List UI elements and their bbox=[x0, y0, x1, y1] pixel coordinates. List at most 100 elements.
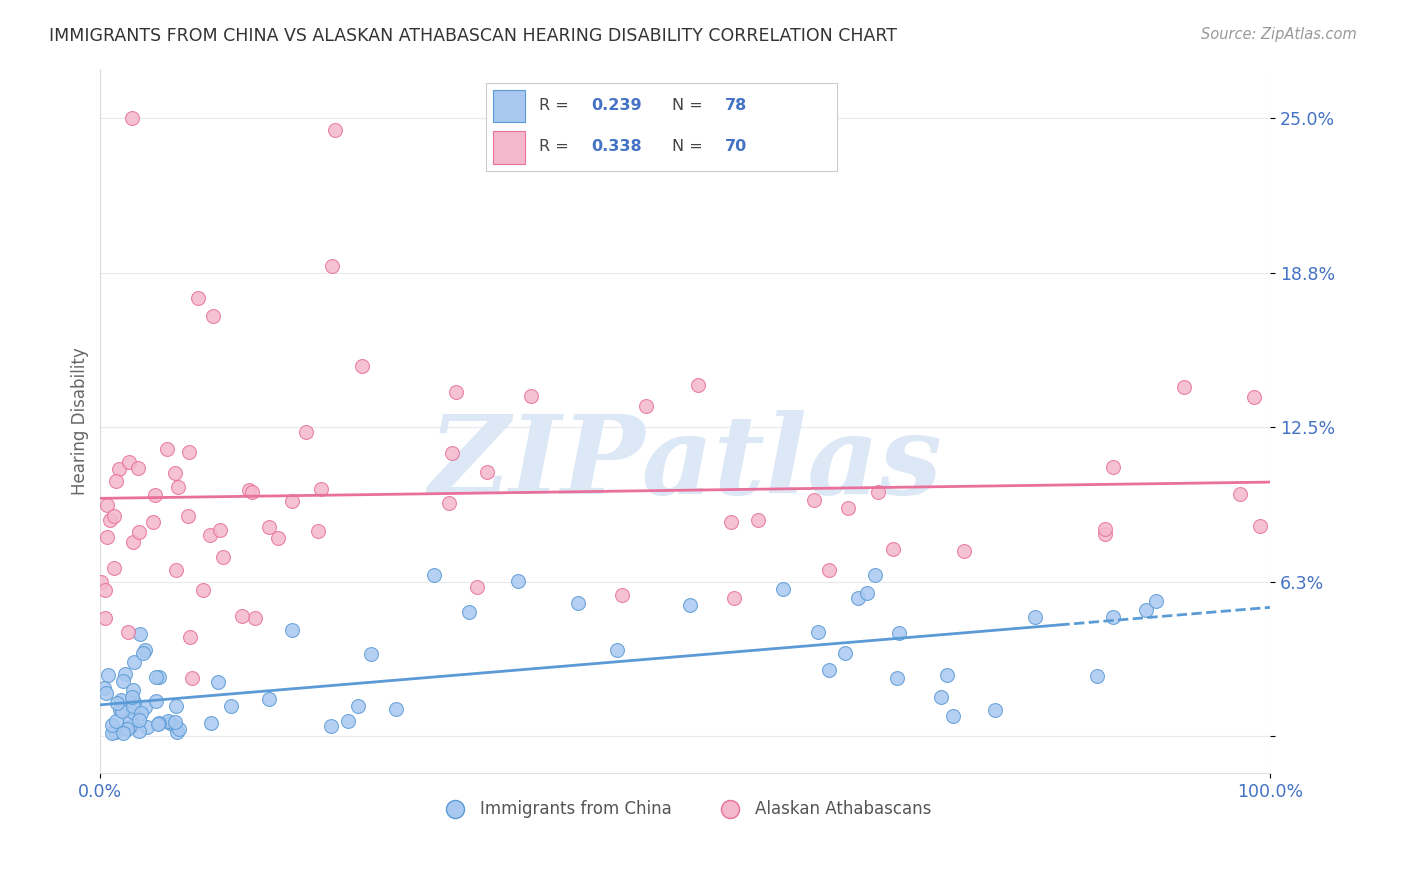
Point bbox=[103, 561, 125, 575]
Point bbox=[111, 704, 134, 718]
Point bbox=[200, 716, 222, 731]
Point bbox=[257, 519, 280, 533]
Text: IMMIGRANTS FROM CHINA VS ALASKAN ATHABASCAN HEARING DISABILITY CORRELATION CHART: IMMIGRANTS FROM CHINA VS ALASKAN ATHABAS… bbox=[49, 27, 897, 45]
Point bbox=[245, 611, 267, 625]
Point bbox=[818, 663, 841, 677]
Point bbox=[441, 445, 464, 459]
Point bbox=[238, 483, 260, 497]
Point bbox=[984, 703, 1007, 717]
Point bbox=[723, 591, 745, 605]
Point bbox=[942, 709, 965, 723]
Point bbox=[1094, 527, 1116, 541]
Point bbox=[129, 627, 152, 641]
Point bbox=[114, 667, 136, 681]
Point bbox=[747, 513, 769, 527]
Point bbox=[143, 487, 166, 501]
Point bbox=[146, 717, 169, 731]
Point bbox=[101, 726, 124, 740]
Point bbox=[1094, 522, 1116, 536]
Point bbox=[98, 513, 121, 527]
Point bbox=[198, 528, 221, 542]
Point bbox=[1085, 669, 1108, 683]
Point bbox=[360, 647, 382, 661]
Text: Source: ZipAtlas.com: Source: ZipAtlas.com bbox=[1201, 27, 1357, 42]
Point bbox=[567, 596, 589, 610]
Point bbox=[177, 445, 200, 459]
Point bbox=[1024, 610, 1046, 624]
Point bbox=[475, 465, 498, 479]
Point bbox=[191, 582, 214, 597]
Point bbox=[929, 690, 952, 705]
Point bbox=[179, 630, 201, 644]
Point bbox=[121, 699, 143, 714]
Point bbox=[803, 492, 825, 507]
Point bbox=[201, 309, 224, 323]
Point bbox=[837, 501, 859, 516]
Point bbox=[807, 625, 830, 640]
Point bbox=[159, 716, 181, 731]
Point bbox=[163, 466, 186, 480]
Point bbox=[148, 715, 170, 730]
Point bbox=[321, 260, 343, 274]
Point bbox=[240, 484, 263, 499]
Point bbox=[1135, 603, 1157, 617]
Point bbox=[1144, 594, 1167, 608]
Point bbox=[1249, 519, 1271, 533]
Point bbox=[882, 542, 904, 557]
Point bbox=[122, 655, 145, 669]
Point bbox=[679, 598, 702, 612]
Point bbox=[1101, 459, 1123, 474]
Point bbox=[295, 425, 318, 439]
Point bbox=[384, 702, 406, 716]
Point bbox=[166, 725, 188, 739]
Point bbox=[281, 493, 304, 508]
Point bbox=[107, 461, 129, 475]
Point bbox=[118, 455, 141, 469]
Text: ZIPatlas: ZIPatlas bbox=[429, 409, 942, 517]
Point bbox=[834, 646, 856, 660]
Point bbox=[93, 582, 115, 597]
Point bbox=[163, 719, 186, 733]
Point bbox=[108, 703, 131, 717]
Point bbox=[112, 673, 135, 688]
Point bbox=[211, 549, 233, 564]
Point bbox=[121, 690, 143, 704]
Point bbox=[100, 718, 122, 732]
Point bbox=[423, 567, 446, 582]
Point bbox=[337, 714, 360, 729]
Point bbox=[96, 498, 118, 512]
Point bbox=[136, 720, 159, 734]
Point bbox=[636, 400, 658, 414]
Point bbox=[886, 671, 908, 685]
Point bbox=[323, 123, 346, 137]
Point bbox=[165, 563, 187, 577]
Point bbox=[1102, 610, 1125, 624]
Point bbox=[187, 291, 209, 305]
Point bbox=[855, 586, 877, 600]
Point bbox=[117, 625, 139, 640]
Point bbox=[177, 509, 200, 524]
Point bbox=[953, 544, 976, 558]
Point bbox=[148, 670, 170, 684]
Point bbox=[1243, 390, 1265, 404]
Point bbox=[104, 474, 127, 488]
Point bbox=[121, 534, 143, 549]
Point bbox=[1173, 380, 1195, 394]
Point bbox=[94, 685, 117, 699]
Point bbox=[132, 647, 155, 661]
Point bbox=[1229, 487, 1251, 501]
Point bbox=[506, 574, 529, 589]
Point bbox=[257, 692, 280, 706]
Point bbox=[105, 696, 128, 710]
Point bbox=[94, 610, 117, 624]
Point bbox=[688, 378, 710, 392]
Point bbox=[127, 460, 149, 475]
Point bbox=[96, 667, 118, 681]
Point bbox=[267, 531, 290, 545]
Point bbox=[128, 524, 150, 539]
Point bbox=[321, 719, 343, 733]
Point bbox=[111, 726, 134, 740]
Point bbox=[93, 681, 115, 695]
Point bbox=[128, 714, 150, 728]
Point bbox=[110, 693, 132, 707]
